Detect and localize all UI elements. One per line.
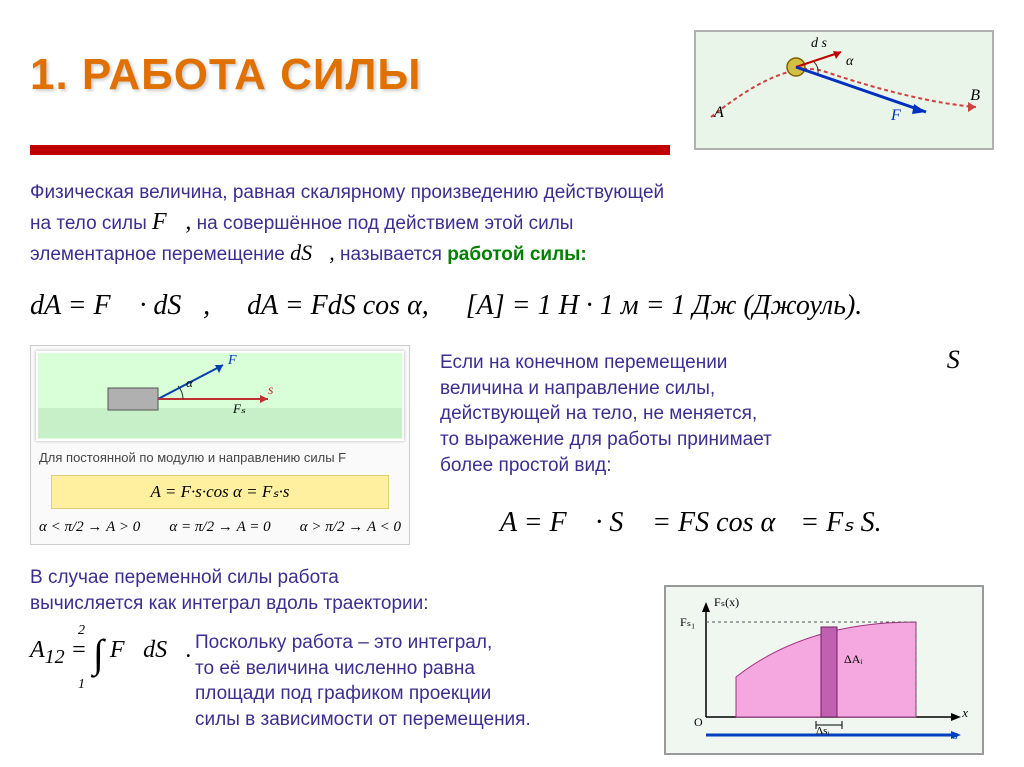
- g-ylabel: Fₛ(x): [714, 595, 739, 610]
- label-ds: d s⃗: [811, 36, 838, 52]
- g-s: s⃗: [953, 727, 968, 743]
- work-simple-formula: A = F⃗ · S⃗ = FS cos α = Fₛ S.: [500, 505, 882, 539]
- rp4: то выражение для работы принимает: [440, 427, 990, 453]
- formula-da1: dA = F⃗ · dS⃗,: [30, 290, 210, 321]
- bp4: силы в зависимости от перемещения.: [195, 707, 615, 733]
- cond2: α = π/2 → A = 0: [169, 519, 270, 536]
- rp1: Если на конечном перемещении: [440, 350, 990, 376]
- def-highlight: работой силы:: [447, 244, 587, 265]
- int-body: A12 = ∫ F⃗dS⃗.: [30, 637, 192, 663]
- def-f-symbol: F⃗,: [152, 209, 191, 235]
- label-a: A: [714, 104, 724, 122]
- def-2b: на совершённое под действием этой силы: [197, 213, 574, 234]
- variable-force-intro: В случае переменной силы работа вычисляе…: [30, 565, 590, 616]
- incl-f: F⃗: [228, 353, 247, 369]
- incl-alpha: α: [186, 375, 193, 391]
- cond3: α > π/2 → A < 0: [300, 519, 401, 536]
- slide: 1. РАБОТА СИЛЫ A B d s⃗ α F⃗ Физическая …: [0, 0, 1024, 767]
- def-2a: на тело силы: [30, 213, 152, 234]
- rp5: более простой вид:: [440, 453, 990, 479]
- f2-1: A = F⃗ · S⃗: [500, 507, 645, 538]
- g-o: O: [694, 715, 703, 730]
- area-graph: Fₛ(x) Fₛ₁ ΔAᵢ Δsᵢ O x s⃗: [664, 585, 984, 755]
- trajectory-svg: [696, 32, 996, 152]
- label-b: B: [970, 87, 980, 105]
- formula-da2: dA = FdS cos α,: [247, 290, 429, 321]
- g-ds: Δsᵢ: [816, 725, 829, 737]
- b1: В случае переменной силы работа: [30, 565, 590, 591]
- def-line1: Физическая величина, равная скалярному п…: [30, 180, 990, 206]
- int-upper: 2: [78, 623, 85, 639]
- leftbox-conditions: α < π/2 → A > 0 α = π/2 → A = 0 α > π/2 …: [31, 515, 409, 540]
- b2: вычисляется как интеграл вдоль траектори…: [30, 591, 590, 617]
- f2-3: = Fₛ S.: [800, 507, 881, 538]
- rp3: действующей на тело, не меняется,: [440, 401, 990, 427]
- formula-units: [A] = 1 Н · 1 м = 1 Дж (Джоуль).: [466, 290, 863, 321]
- incline-diagram: F⃗ Fₛ s⃗ α: [36, 351, 404, 441]
- definition-block: Физическая величина, равная скалярному п…: [30, 180, 990, 268]
- trajectory-diagram: A B d s⃗ α F⃗: [694, 30, 994, 150]
- g-x: x: [962, 705, 968, 721]
- bp2: то её величина численно равна: [195, 656, 615, 682]
- incl-fs: Fₛ: [233, 401, 245, 417]
- def-3a: элементарное перемещение: [30, 244, 290, 265]
- label-alpha: α: [846, 54, 853, 70]
- leftbox-caption: Для постоянной по модулю и направлению с…: [31, 446, 409, 469]
- integral-explanation: Поскольку работа – это интеграл, то её в…: [195, 630, 615, 733]
- constant-force-box: F⃗ Fₛ s⃗ α Для постоянной по модулю и на…: [30, 345, 410, 545]
- def-line2: на тело силы F⃗, на совершённое под дейс…: [30, 206, 990, 238]
- incl-s: s⃗: [268, 383, 284, 399]
- label-f: F⃗: [891, 107, 913, 125]
- cond1: α < π/2 → A > 0: [39, 519, 140, 536]
- def-3b: называется: [340, 244, 447, 265]
- rp2: величина и направление силы,: [440, 376, 990, 402]
- g-da: ΔAᵢ: [844, 652, 862, 667]
- main-formula-row: dA = F⃗ · dS⃗, dA = FdS cos α, [A] = 1 Н…: [30, 290, 990, 322]
- integral-formula: 2 A12 = ∫ F⃗dS⃗. 1: [30, 630, 192, 677]
- finite-displacement-text: S⃗ Если на конечном перемещении величина…: [440, 350, 990, 478]
- g-tick: Fₛ₁: [680, 615, 695, 630]
- def-line3: элементарное перемещение dS⃗, называется…: [30, 238, 990, 268]
- title-underline: [30, 145, 670, 155]
- bp1: Поскольку работа – это интеграл,: [195, 630, 615, 656]
- f2-2: = FS cos α: [652, 507, 775, 538]
- def-ds-symbol: dS⃗,: [290, 240, 335, 265]
- leftbox-formula: A = F·s·cos α = Fₛ·s: [51, 475, 389, 509]
- bp3: площади под графиком проекции: [195, 681, 615, 707]
- s-vector-symbol: S⃗: [947, 345, 980, 375]
- int-lower: 1: [78, 677, 85, 693]
